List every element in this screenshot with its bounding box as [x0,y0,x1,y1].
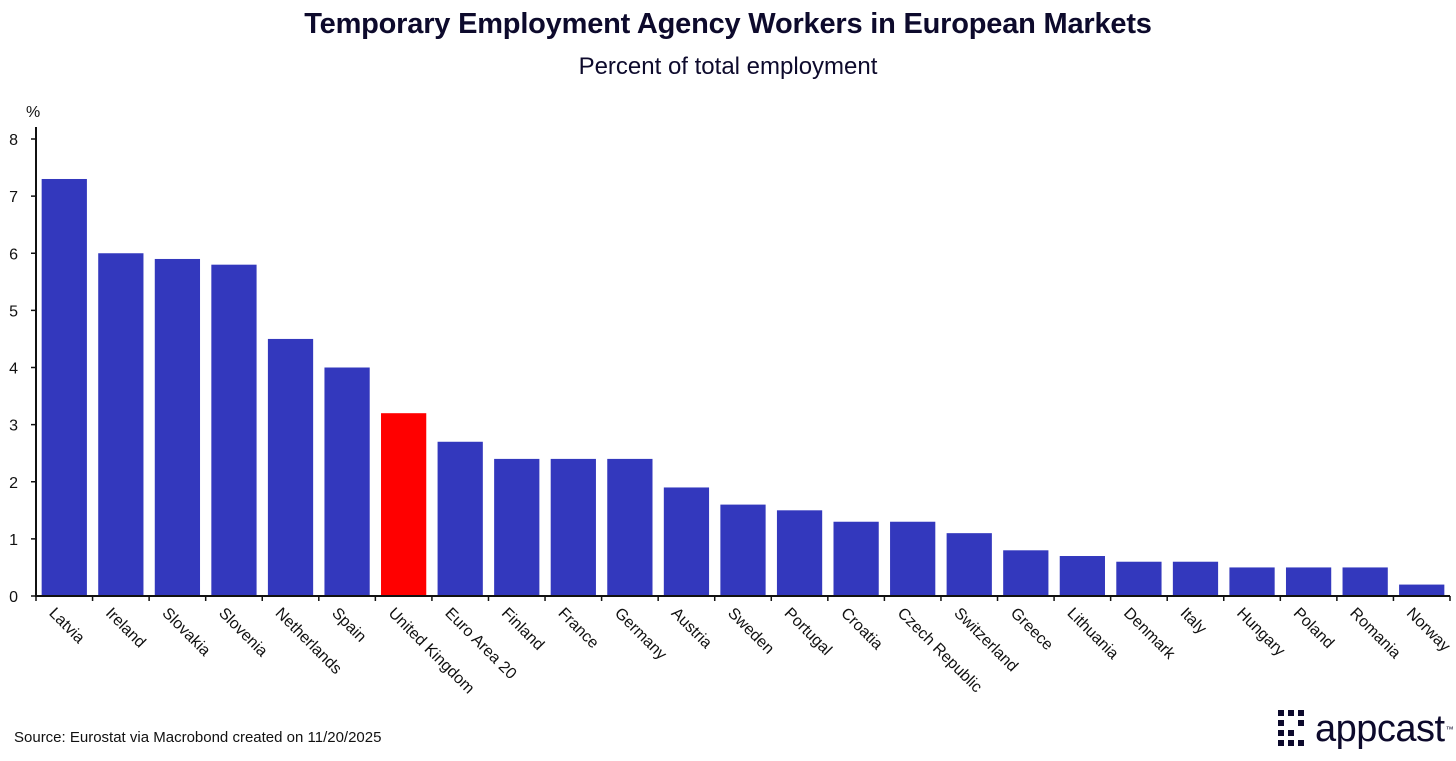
x-tick-label: Germany [611,605,670,664]
source-note: Source: Eurostat via Macrobond created o… [14,729,382,746]
x-tick-label: Lithuania [1064,605,1122,663]
bar-finland [494,458,540,596]
appcast-logo: appcast ™ [1278,710,1454,748]
x-tick-label: Denmark [1120,605,1179,664]
x-tick-label: Ireland [102,605,149,652]
bar-united-kingdom [381,413,427,596]
bar-netherlands [267,338,314,596]
bar-croatia [833,521,879,596]
bar-italy [1172,561,1219,596]
x-tick-label: Norway [1403,605,1453,655]
y-axis-unit-label: % [26,104,40,121]
bar-latvia [41,178,87,597]
bar-euro-area-20 [437,441,483,596]
y-tick-label: 8 [9,132,18,149]
bar-lithuania [1059,556,1105,596]
bar-germany [607,458,653,596]
dot-grid-icon [1278,710,1309,748]
bar-poland [1285,567,1332,596]
logo-trademark: ™ [1445,724,1454,734]
x-tick-label: Croatia [837,605,886,654]
y-tick-label: 2 [9,475,18,492]
bar-ireland [98,253,144,596]
y-tick-label: 3 [9,418,18,435]
y-tick-label: 6 [9,246,18,263]
x-tick-label: France [554,605,601,652]
y-axis: % 0 1 2 3 4 5 6 7 8 [9,104,40,606]
y-tick-label: 4 [9,361,18,378]
x-tick-label: Finland [498,605,547,654]
x-tick-label: Spain [328,605,369,646]
logo-text: appcast [1315,708,1445,750]
bar-czech-republic [890,521,936,596]
x-tick-label: Slovakia [159,605,214,660]
bars [41,178,1445,597]
bar-slovakia [154,258,201,596]
bar-austria [663,487,710,596]
bar-slovenia [211,264,257,596]
x-tick-label: Poland [1290,605,1337,652]
bar-denmark [1116,561,1162,596]
bar-greece [1003,550,1049,596]
x-tick-label: Portugal [781,605,835,659]
x-tick-label: Romania [1346,605,1403,662]
x-tick-label: Hungary [1233,605,1288,660]
y-tick-label: 0 [9,589,18,606]
bar-spain [324,367,370,596]
bar-portugal [776,510,823,596]
chart-title: Temporary Employment Agency Workers in E… [304,8,1152,40]
bar-norway [1399,584,1445,596]
x-tick-label: Slovenia [215,605,270,660]
bar-switzerland [946,533,992,596]
x-tick-label: Greece [1007,605,1056,654]
y-tick-label: 5 [9,303,18,320]
y-tick-label: 1 [9,532,18,549]
chart-subtitle: Percent of total employment [578,53,878,80]
y-tick-label: 7 [9,189,18,206]
bar-sweden [720,504,766,596]
x-tick-label: Austria [668,605,715,652]
bar-france [550,458,596,596]
x-tick-label: Latvia [45,605,87,647]
x-tick-label: Sweden [724,605,777,658]
x-axis: Latvia Ireland Slovakia Slovenia Netherlands… [35,595,1453,697]
bar-romania [1342,567,1388,596]
bar-hungary [1229,567,1275,596]
x-tick-label: Italy [1177,605,1210,638]
